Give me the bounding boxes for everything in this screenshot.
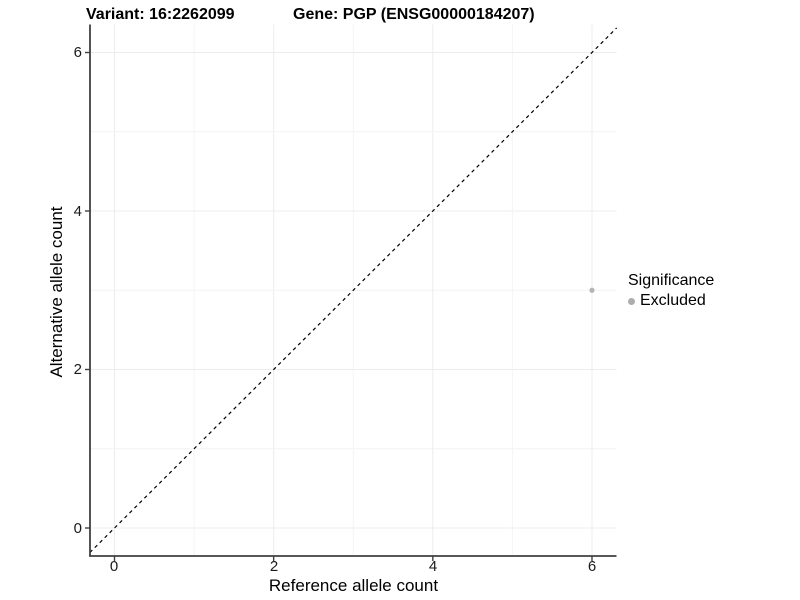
legend-entry-excluded: Excluded [628,292,714,310]
variant-title: Variant: 16:2262099 [86,6,235,23]
y-tick-label-6: 6 [73,44,82,61]
identity-reference-line [89,27,618,553]
excluded-point-icon [628,297,635,305]
y-tick-label-4: 4 [73,203,82,220]
legend: Significance Excluded [628,272,714,310]
x-tick-label-4: 4 [428,558,438,575]
x-axis-title: Reference allele count [268,576,439,595]
legend-entry-label: Excluded [640,292,706,309]
x-tick-label-2: 2 [269,558,279,575]
y-tick-label-0: 0 [73,520,82,537]
x-tick-label-6: 6 [587,558,597,575]
legend-title: Significance [628,272,715,289]
x-tick-label-0: 0 [109,558,119,575]
data-point-0 [589,287,595,293]
gene-title: Gene: PGP (ENSG00000184207) [293,6,535,23]
y-axis-title: Alternative allele count [47,206,66,378]
y-tick-label-2: 2 [73,361,82,378]
